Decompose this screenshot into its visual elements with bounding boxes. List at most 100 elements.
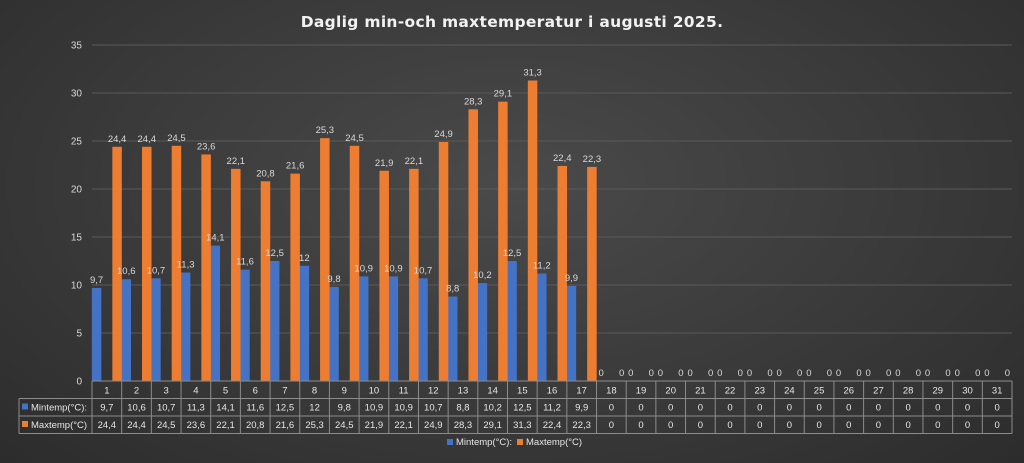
data-label: 9,8 [327,274,340,285]
table-cell: 9,9 [575,403,588,414]
data-label: 0 [866,368,871,379]
bar-max [587,166,597,381]
data-label: 0 [886,368,891,379]
legend: Mintemp(°C): Maxtemp(°C) [447,437,582,448]
bar-min [388,276,399,381]
bar-max [142,146,152,381]
bar-min [447,296,458,381]
y-tick-label: 5 [76,329,82,340]
table-cell: 0 [816,420,821,431]
x-category-label: 7 [282,386,287,397]
bar-min [180,272,191,381]
table-cell: 10,7 [157,403,176,414]
x-category-label: 5 [223,386,228,397]
bar-min [91,287,102,381]
bar-max [438,141,449,381]
data-label: 8,8 [446,284,459,295]
data-label: 0 [945,368,950,379]
data-label: 10,7 [147,265,166,276]
bar-min [329,286,339,381]
table-cell: 14,1 [216,403,235,414]
bar-min [507,261,517,381]
x-category-label: 28 [903,386,914,397]
x-category-label: 12 [428,386,439,397]
data-label: 10,2 [473,270,492,281]
bar-max [379,170,389,381]
data-label: 0 [856,368,861,379]
x-category-label: 15 [517,386,528,397]
data-label: 21,6 [286,161,305,172]
table-cell: 0 [876,403,881,414]
table-cell: 0 [905,420,910,431]
data-label: 22,4 [553,153,572,164]
table-cell: 0 [698,403,703,414]
bar-max [231,168,241,381]
data-label: 11,2 [533,260,551,271]
table-cell: 0 [965,403,970,414]
bar-max [201,154,211,381]
data-label: 0 [717,368,722,379]
x-category-label: 30 [962,386,973,397]
table-cell: 21,9 [365,420,384,431]
data-label: 0 [747,368,752,379]
table-cell: 29,1 [483,420,502,431]
table-cell: 25,3 [305,420,324,431]
table-cell: 0 [995,403,1000,414]
table-cell: 0 [638,420,643,431]
table-cell: 0 [905,403,910,414]
y-tick-label: 30 [71,89,83,100]
data-label: 10,7 [414,265,433,276]
table-cell: 0 [935,403,940,414]
table-cell: 0 [846,403,851,414]
legend-label: Mintemp(°C): [456,437,512,448]
x-category-label: 24 [784,386,795,397]
x-category-label: 3 [164,386,169,397]
data-label: 0 [777,368,782,379]
table-key-min [22,403,28,410]
bar-max [409,168,419,381]
gridlines [92,44,1012,382]
table-cell: 0 [816,403,821,414]
data-label: 0 [895,368,900,379]
table-cell: 24,5 [335,420,354,431]
x-category-label: 23 [754,386,765,397]
y-axis-ticks: 0 5 10 15 20 25 30 35 [71,41,83,388]
x-category-label: 6 [253,386,258,397]
x-category-label: 26 [843,386,854,397]
data-label: 0 [649,368,654,379]
bar-max [527,80,538,382]
data-label: 12,5 [265,248,284,259]
legend-key-min [447,439,453,445]
bar-min [299,265,310,381]
bar-min [269,261,280,381]
table-cell: 12 [309,403,320,414]
table-cell: 22,3 [572,420,591,431]
x-category-label: 18 [606,386,617,397]
data-label: 21,9 [375,158,394,169]
x-category-label: 16 [547,386,558,397]
data-label: 24,5 [167,133,186,144]
table-cell: 8,8 [456,403,469,414]
data-label: 28,3 [464,96,483,107]
data-label: 24,9 [434,129,453,140]
data-label: 0 [598,368,603,379]
table-cell: 21,6 [276,420,295,431]
y-tick-label: 10 [71,281,83,292]
y-tick-label: 25 [71,137,83,148]
data-label: 14,1 [206,233,225,244]
data-label: 0 [797,368,802,379]
x-category-label: 25 [814,386,825,397]
table-cell: 0 [846,420,851,431]
bar-max [349,145,360,381]
x-category-label: 10 [369,386,380,397]
table-cell: 22,1 [394,420,413,431]
data-label: 29,1 [494,89,513,100]
x-category-label: 22 [725,386,736,397]
x-category-label: 11 [399,386,409,397]
x-category-label: 1 [104,386,109,397]
bar-min [151,278,161,381]
bar-max [468,109,478,381]
x-category-label: 8 [312,386,317,397]
data-label: 0 [975,368,980,379]
data-label: 24,4 [138,134,157,145]
